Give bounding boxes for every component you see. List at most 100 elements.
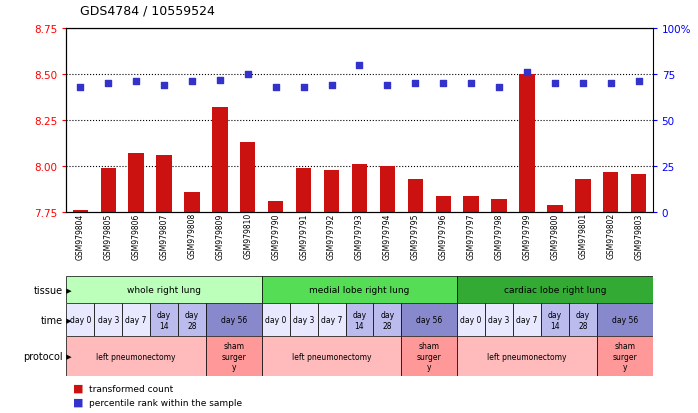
Bar: [66, 304, 94, 337]
Point: [354, 62, 365, 69]
Bar: [184, 192, 200, 213]
Bar: [457, 337, 597, 376]
Bar: [66, 337, 206, 376]
Point: [410, 81, 421, 87]
Bar: [240, 143, 255, 213]
Text: GSM979803: GSM979803: [634, 213, 643, 259]
Text: day
14: day 14: [157, 311, 171, 330]
Point: [103, 81, 114, 87]
Bar: [296, 169, 311, 213]
Text: GSM979798: GSM979798: [495, 213, 503, 259]
Text: sham
surger
y: sham surger y: [417, 342, 442, 371]
Text: day 56: day 56: [416, 316, 443, 325]
Text: GSM979805: GSM979805: [104, 213, 112, 259]
Bar: [346, 304, 373, 337]
Point: [298, 84, 309, 91]
Text: GSM979804: GSM979804: [76, 213, 84, 259]
Text: GDS4784 / 10559524: GDS4784 / 10559524: [80, 4, 215, 17]
Point: [438, 81, 449, 87]
Text: ▶: ▶: [64, 317, 71, 323]
Text: ■: ■: [73, 397, 84, 407]
Bar: [597, 337, 653, 376]
Text: GSM979792: GSM979792: [327, 213, 336, 259]
Text: GSM979806: GSM979806: [132, 213, 140, 259]
Text: percentile rank within the sample: percentile rank within the sample: [89, 398, 242, 407]
Bar: [212, 108, 228, 213]
Point: [521, 70, 533, 76]
Text: whole right lung: whole right lung: [127, 286, 201, 294]
Point: [75, 84, 86, 91]
Text: GSM979793: GSM979793: [355, 213, 364, 259]
Text: day
28: day 28: [576, 311, 590, 330]
Text: day 56: day 56: [221, 316, 247, 325]
Text: day
14: day 14: [352, 311, 366, 330]
Text: day
28: day 28: [380, 311, 394, 330]
Bar: [206, 304, 262, 337]
Bar: [436, 196, 451, 213]
Text: day 0: day 0: [265, 316, 286, 325]
Text: GSM979802: GSM979802: [607, 213, 615, 259]
Bar: [324, 171, 339, 213]
Bar: [597, 304, 653, 337]
Text: GSM979808: GSM979808: [188, 213, 196, 259]
Point: [633, 79, 644, 85]
Point: [186, 79, 198, 85]
Bar: [485, 304, 513, 337]
Bar: [603, 172, 618, 213]
Text: day 7: day 7: [126, 316, 147, 325]
Point: [270, 84, 281, 91]
Point: [493, 84, 505, 91]
Text: sham
surger
y: sham surger y: [612, 342, 637, 371]
Text: GSM979790: GSM979790: [272, 213, 280, 259]
Point: [214, 77, 225, 84]
Bar: [380, 167, 395, 213]
Text: left pneumonectomy: left pneumonectomy: [292, 352, 371, 361]
Point: [382, 83, 393, 89]
Text: day 3: day 3: [293, 316, 314, 325]
Bar: [73, 211, 88, 213]
Bar: [373, 304, 401, 337]
Text: time: time: [40, 315, 63, 325]
Bar: [290, 304, 318, 337]
Point: [605, 81, 616, 87]
Text: ■: ■: [73, 383, 84, 393]
Bar: [352, 165, 367, 213]
Bar: [401, 304, 457, 337]
Bar: [178, 304, 206, 337]
Text: GSM979800: GSM979800: [551, 213, 559, 259]
Text: GSM979810: GSM979810: [244, 213, 252, 259]
Point: [131, 79, 142, 85]
Text: GSM979799: GSM979799: [523, 213, 531, 259]
Point: [158, 83, 170, 89]
Text: left pneumonectomy: left pneumonectomy: [96, 352, 176, 361]
Bar: [268, 202, 283, 213]
Bar: [457, 304, 485, 337]
Text: GSM979797: GSM979797: [467, 213, 475, 259]
Text: GSM979807: GSM979807: [160, 213, 168, 259]
Bar: [66, 277, 262, 304]
Bar: [318, 304, 346, 337]
Bar: [547, 205, 563, 213]
Point: [466, 81, 477, 87]
Bar: [262, 337, 401, 376]
Bar: [463, 196, 479, 213]
Bar: [401, 337, 457, 376]
Bar: [94, 304, 122, 337]
Bar: [156, 156, 172, 213]
Text: day 0: day 0: [70, 316, 91, 325]
Bar: [513, 304, 541, 337]
Bar: [631, 174, 646, 213]
Text: cardiac lobe right lung: cardiac lobe right lung: [504, 286, 606, 294]
Text: day 3: day 3: [489, 316, 510, 325]
Text: GSM979795: GSM979795: [411, 213, 419, 259]
Text: medial lobe right lung: medial lobe right lung: [309, 286, 410, 294]
Text: GSM979791: GSM979791: [299, 213, 308, 259]
Text: GSM979801: GSM979801: [579, 213, 587, 259]
Bar: [519, 75, 535, 213]
Text: day 7: day 7: [517, 316, 537, 325]
Text: ▶: ▶: [64, 287, 71, 293]
Text: GSM979809: GSM979809: [216, 213, 224, 259]
Text: day
28: day 28: [185, 311, 199, 330]
Point: [326, 83, 337, 89]
Bar: [262, 277, 457, 304]
